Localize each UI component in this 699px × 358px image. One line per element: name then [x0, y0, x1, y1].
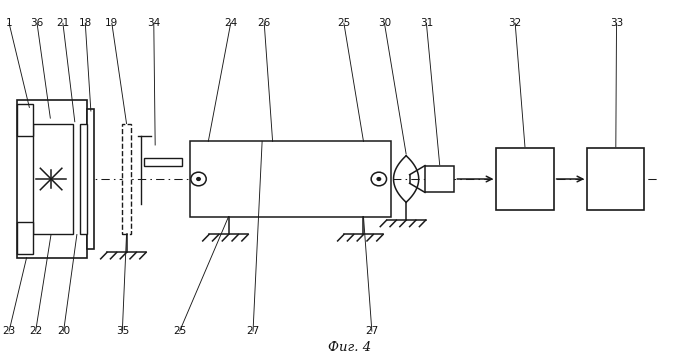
- Ellipse shape: [197, 178, 201, 180]
- Text: 27: 27: [247, 326, 259, 336]
- Text: 24: 24: [224, 18, 237, 28]
- Text: Фиг. 4: Фиг. 4: [328, 341, 371, 354]
- Bar: [122, 124, 131, 234]
- Bar: [190, 141, 391, 217]
- Text: 25: 25: [173, 326, 186, 336]
- Text: 34: 34: [147, 18, 160, 28]
- Bar: [33, 124, 73, 234]
- Bar: [496, 148, 554, 211]
- Bar: [17, 100, 87, 258]
- Bar: [17, 104, 33, 136]
- Bar: [80, 124, 87, 234]
- Text: 22: 22: [29, 326, 42, 336]
- Text: 32: 32: [509, 18, 521, 28]
- Text: 1: 1: [6, 18, 13, 28]
- Text: 27: 27: [366, 326, 378, 336]
- Text: 36: 36: [31, 18, 43, 28]
- Text: 21: 21: [57, 18, 69, 28]
- Ellipse shape: [377, 178, 380, 180]
- Text: 31: 31: [420, 18, 433, 28]
- Bar: [17, 222, 33, 254]
- Bar: [425, 165, 454, 192]
- Text: 23: 23: [3, 326, 15, 336]
- Bar: [87, 109, 94, 249]
- Text: 19: 19: [106, 18, 118, 28]
- Text: 18: 18: [79, 18, 92, 28]
- Bar: [587, 148, 644, 211]
- Text: 26: 26: [258, 18, 271, 28]
- Text: 35: 35: [116, 326, 129, 336]
- Text: 25: 25: [338, 18, 350, 28]
- Text: 30: 30: [378, 18, 391, 28]
- Text: 20: 20: [57, 326, 70, 336]
- Text: 33: 33: [610, 18, 623, 28]
- Bar: [144, 158, 182, 166]
